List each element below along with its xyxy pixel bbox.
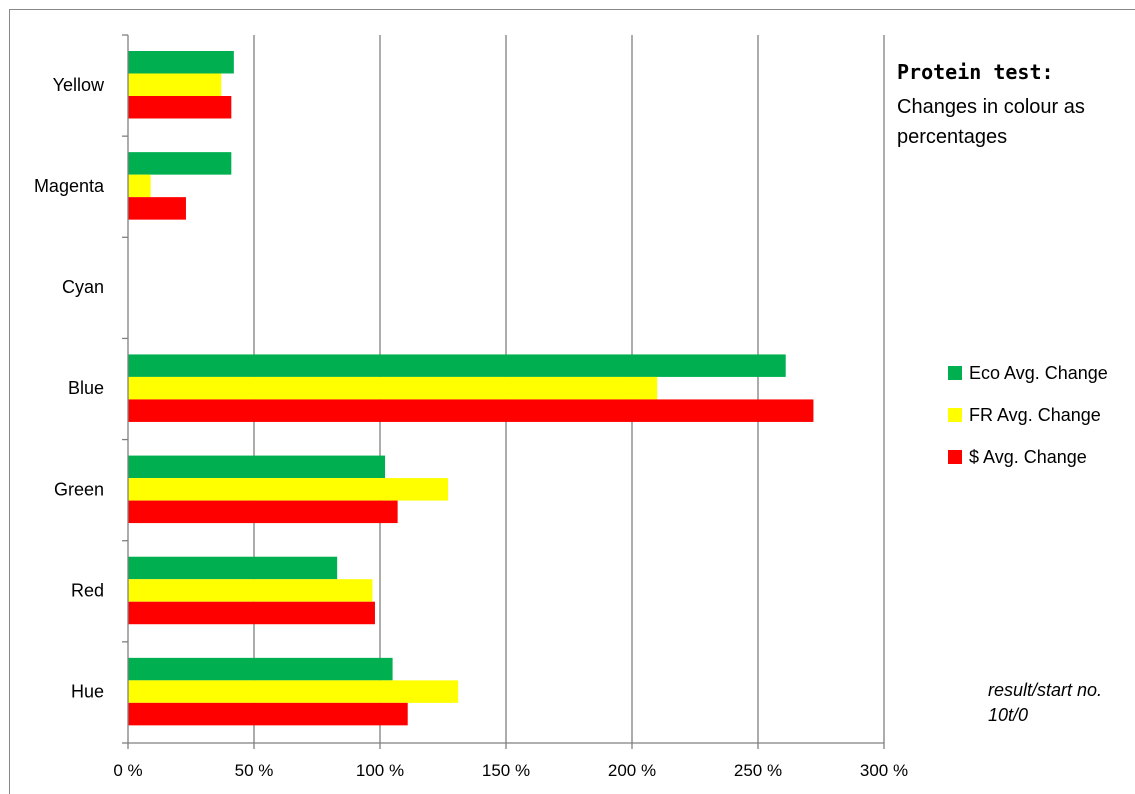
- legend-label-dollar: $ Avg. Change: [969, 446, 1087, 467]
- category-label-hue: Hue: [71, 682, 104, 702]
- category-label-red: Red: [71, 580, 104, 600]
- x-tick-label: 100 %: [356, 761, 404, 780]
- bar-blue-series-1: [128, 354, 786, 377]
- annotation-line-1: result/start no.: [988, 680, 1103, 700]
- axes: 0 % 50 % 100 % 150 % 200 % 250 % 300 % Yellow Ma…: [34, 34, 908, 780]
- legend-swatch-fr: [948, 408, 962, 422]
- bar-magenta-series-2: [128, 174, 151, 198]
- bar-green-series-3: [128, 500, 398, 524]
- annotation-note: result/start no. 10t/0: [988, 678, 1102, 728]
- bar-hue-series-2: [128, 680, 459, 703]
- annotation-line-2: 10t/0: [988, 705, 1029, 725]
- bar-green-series-2: [128, 478, 449, 501]
- category-label-magenta: Magenta: [34, 176, 105, 196]
- bars: [128, 51, 814, 726]
- x-tick-label: 300 %: [860, 761, 908, 780]
- bar-red-series-2: [128, 579, 373, 602]
- legend-item-fr: FR Avg. Change: [948, 394, 1108, 436]
- legend-swatch-eco: [948, 366, 962, 380]
- category-label-yellow: Yellow: [53, 75, 105, 95]
- bar-yellow-series-1: [128, 51, 234, 74]
- category-label-blue: Blue: [68, 378, 104, 398]
- bar-blue-series-2: [128, 376, 658, 400]
- legend-label-eco: Eco Avg. Change: [969, 362, 1108, 383]
- bar-hue-series-3: [128, 702, 408, 726]
- bar-yellow-series-3: [128, 96, 232, 119]
- chart-subtitle: Changes in colour as percentages: [897, 96, 1085, 148]
- bar-yellow-series-2: [128, 73, 222, 96]
- bar-magenta-series-1: [128, 152, 232, 175]
- x-tick-label: 200 %: [608, 761, 656, 780]
- x-tick-label: 50 %: [235, 761, 274, 780]
- bar-magenta-series-3: [128, 197, 186, 220]
- category-label-green: Green: [54, 479, 104, 499]
- bar-green-series-1: [128, 455, 386, 479]
- legend-swatch-dollar: [948, 450, 962, 464]
- x-tick-label: 0 %: [113, 761, 142, 780]
- x-tick-label: 150 %: [482, 761, 530, 780]
- bar-red-series-1: [128, 556, 338, 580]
- legend-item-eco: Eco Avg. Change: [948, 352, 1108, 394]
- x-tick-label: 250 %: [734, 761, 782, 780]
- bar-red-series-3: [128, 601, 375, 625]
- legend: Eco Avg. Change FR Avg. Change $ Avg. Ch…: [948, 352, 1108, 478]
- chart-title: Protein test:: [897, 60, 1054, 84]
- bar-blue-series-3: [128, 399, 814, 422]
- category-label-cyan: Cyan: [62, 277, 104, 297]
- legend-item-dollar: $ Avg. Change: [948, 436, 1108, 478]
- bar-hue-series-1: [128, 657, 393, 681]
- legend-label-fr: FR Avg. Change: [969, 404, 1101, 425]
